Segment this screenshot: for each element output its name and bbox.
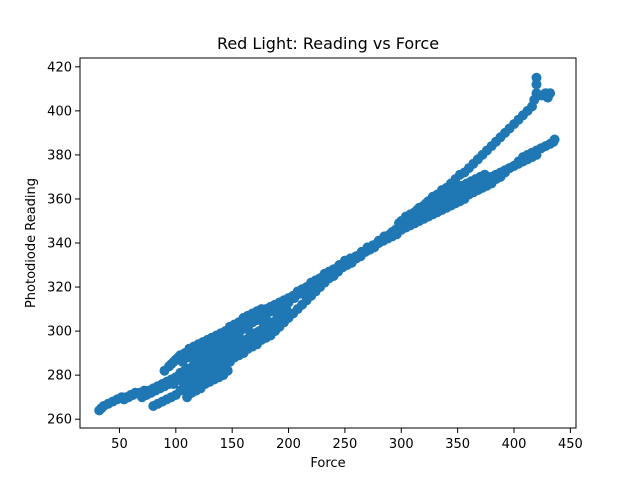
- data-point: [119, 394, 129, 405]
- y-tick-label: 380: [47, 148, 72, 163]
- x-tick-label: 50: [111, 437, 128, 452]
- y-tick-label: 280: [47, 369, 72, 384]
- y-tick-label: 300: [47, 325, 72, 340]
- y-axis-ticks: 260 280 300 320 340 360 380 400 420: [47, 60, 80, 428]
- data-point: [531, 149, 542, 160]
- data-point: [538, 90, 549, 101]
- plot-area-frame: [79, 57, 577, 429]
- x-tick-label: 150: [220, 437, 245, 452]
- x-tick-label: 300: [389, 437, 414, 452]
- x-tick-label: 400: [502, 437, 527, 452]
- data-points: [94, 72, 560, 416]
- x-tick-label: 100: [163, 437, 188, 452]
- y-tick-label: 360: [47, 192, 72, 207]
- x-tick-label: 350: [445, 437, 470, 452]
- data-point: [531, 72, 542, 83]
- x-axis-label: Force: [310, 456, 345, 471]
- x-axis-ticks: 50 100 150 200 250 300 350 400 450: [111, 428, 583, 452]
- data-point: [479, 169, 490, 180]
- data-point: [261, 326, 271, 337]
- data-point: [245, 315, 256, 326]
- y-tick-label: 340: [47, 237, 72, 252]
- y-axis-label: Photodiode Reading: [24, 178, 39, 308]
- y-tick-label: 420: [47, 60, 72, 75]
- chart-title: Red Light: Reading vs Force: [217, 34, 439, 53]
- x-tick-label: 250: [332, 437, 357, 452]
- y-tick-label: 260: [47, 413, 72, 428]
- x-tick-label: 450: [558, 437, 583, 452]
- data-point: [164, 379, 175, 389]
- x-tick-label: 200: [276, 437, 301, 452]
- y-tick-label: 320: [47, 281, 72, 296]
- data-point: [549, 134, 560, 145]
- data-point: [222, 365, 233, 376]
- y-tick-label: 400: [47, 104, 72, 119]
